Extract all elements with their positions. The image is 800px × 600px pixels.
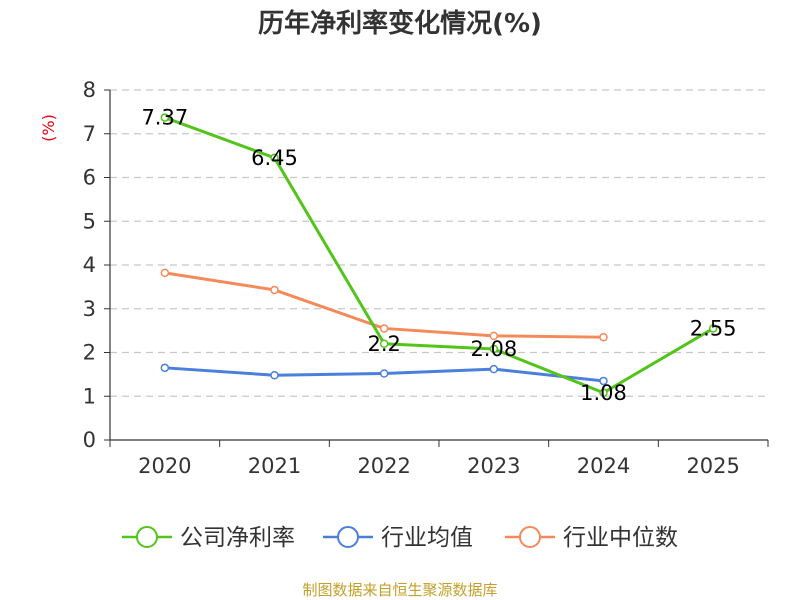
series-1 bbox=[160, 363, 608, 386]
y-tick-label-7: 7 bbox=[83, 122, 96, 146]
x-tick-label-2022: 2022 bbox=[357, 454, 410, 478]
series-2 bbox=[160, 268, 608, 342]
y-tick-labels: 0 1 2 3 4 5 6 7 8 bbox=[83, 78, 96, 452]
series-0-point-0 bbox=[160, 113, 170, 122]
legend-item-2[interactable]: 行业中位数 bbox=[505, 525, 678, 551]
legend[interactable]: 公司净利率 行业均值 行业中位数 bbox=[122, 525, 678, 551]
y-tick-label-8: 8 bbox=[83, 78, 96, 102]
data-label-2: 2.2 bbox=[367, 332, 400, 356]
y-tick-label-6: 6 bbox=[83, 166, 96, 190]
data-label-1: 6.45 bbox=[251, 146, 298, 170]
series-0-point-4 bbox=[599, 388, 608, 397]
series-0-point-3 bbox=[489, 344, 499, 354]
x-tick-label-2020: 2020 bbox=[138, 454, 191, 478]
legend-label-2: 行业中位数 bbox=[563, 525, 678, 551]
series-1-point-4 bbox=[599, 376, 608, 386]
y-tick-label-5: 5 bbox=[83, 209, 96, 233]
series-1-point-3 bbox=[489, 364, 499, 374]
data-label-4: 1.08 bbox=[580, 381, 627, 405]
series-group bbox=[160, 113, 718, 397]
x-tick-label-2024: 2024 bbox=[577, 454, 630, 478]
legend-label-1: 行业均值 bbox=[381, 525, 473, 551]
legend-marker-1 bbox=[337, 526, 359, 548]
series-0 bbox=[160, 113, 718, 397]
x-tick-label-2021: 2021 bbox=[248, 454, 301, 478]
series-2-point-0 bbox=[160, 268, 170, 278]
series-2-point-1 bbox=[270, 285, 279, 295]
y-tick-label-2: 2 bbox=[83, 341, 96, 365]
data-label-5: 2.55 bbox=[690, 316, 737, 340]
source-note: 制图数据来自恒生聚源数据库 bbox=[302, 581, 497, 599]
grid-lines bbox=[110, 89, 768, 397]
series-2-point-2 bbox=[379, 324, 389, 333]
data-label-0: 7.37 bbox=[141, 106, 188, 130]
legend-label-0: 公司净利率 bbox=[180, 525, 295, 551]
y-tick-label-4: 4 bbox=[83, 253, 96, 277]
data-label-3: 2.08 bbox=[470, 337, 517, 361]
series-0-point-2 bbox=[379, 339, 389, 348]
y-tick-label-1: 1 bbox=[83, 384, 96, 408]
x-tick-labels: 2020 2021 2022 2023 2024 2025 bbox=[138, 454, 740, 478]
legend-marker-0 bbox=[136, 526, 158, 548]
series-0-point-1 bbox=[270, 153, 279, 163]
series-1-point-2 bbox=[379, 369, 389, 378]
x-tick-label-2023: 2023 bbox=[467, 454, 520, 478]
data-labels: 7.37 6.45 2.2 2.08 1.08 2.55 bbox=[141, 106, 736, 405]
y-tick-label-3: 3 bbox=[83, 297, 96, 321]
series-2-point-4 bbox=[599, 332, 608, 342]
series-1-point-0 bbox=[160, 363, 170, 373]
chart-title: 历年净利率变化情况(%) bbox=[258, 8, 542, 39]
series-line-0 bbox=[164, 116, 714, 395]
legend-item-1[interactable]: 行业均值 bbox=[323, 525, 473, 551]
axes bbox=[104, 89, 769, 447]
y-tick-label-0: 0 bbox=[83, 428, 96, 452]
series-2-point-3 bbox=[489, 331, 499, 341]
series-0-point-5 bbox=[708, 324, 718, 333]
legend-item-0[interactable]: 公司净利率 bbox=[122, 525, 295, 551]
series-1-point-1 bbox=[270, 371, 279, 380]
x-tick-label-2025: 2025 bbox=[686, 454, 739, 478]
y-axis-label: (%) bbox=[39, 114, 58, 142]
legend-marker-2 bbox=[519, 526, 541, 548]
